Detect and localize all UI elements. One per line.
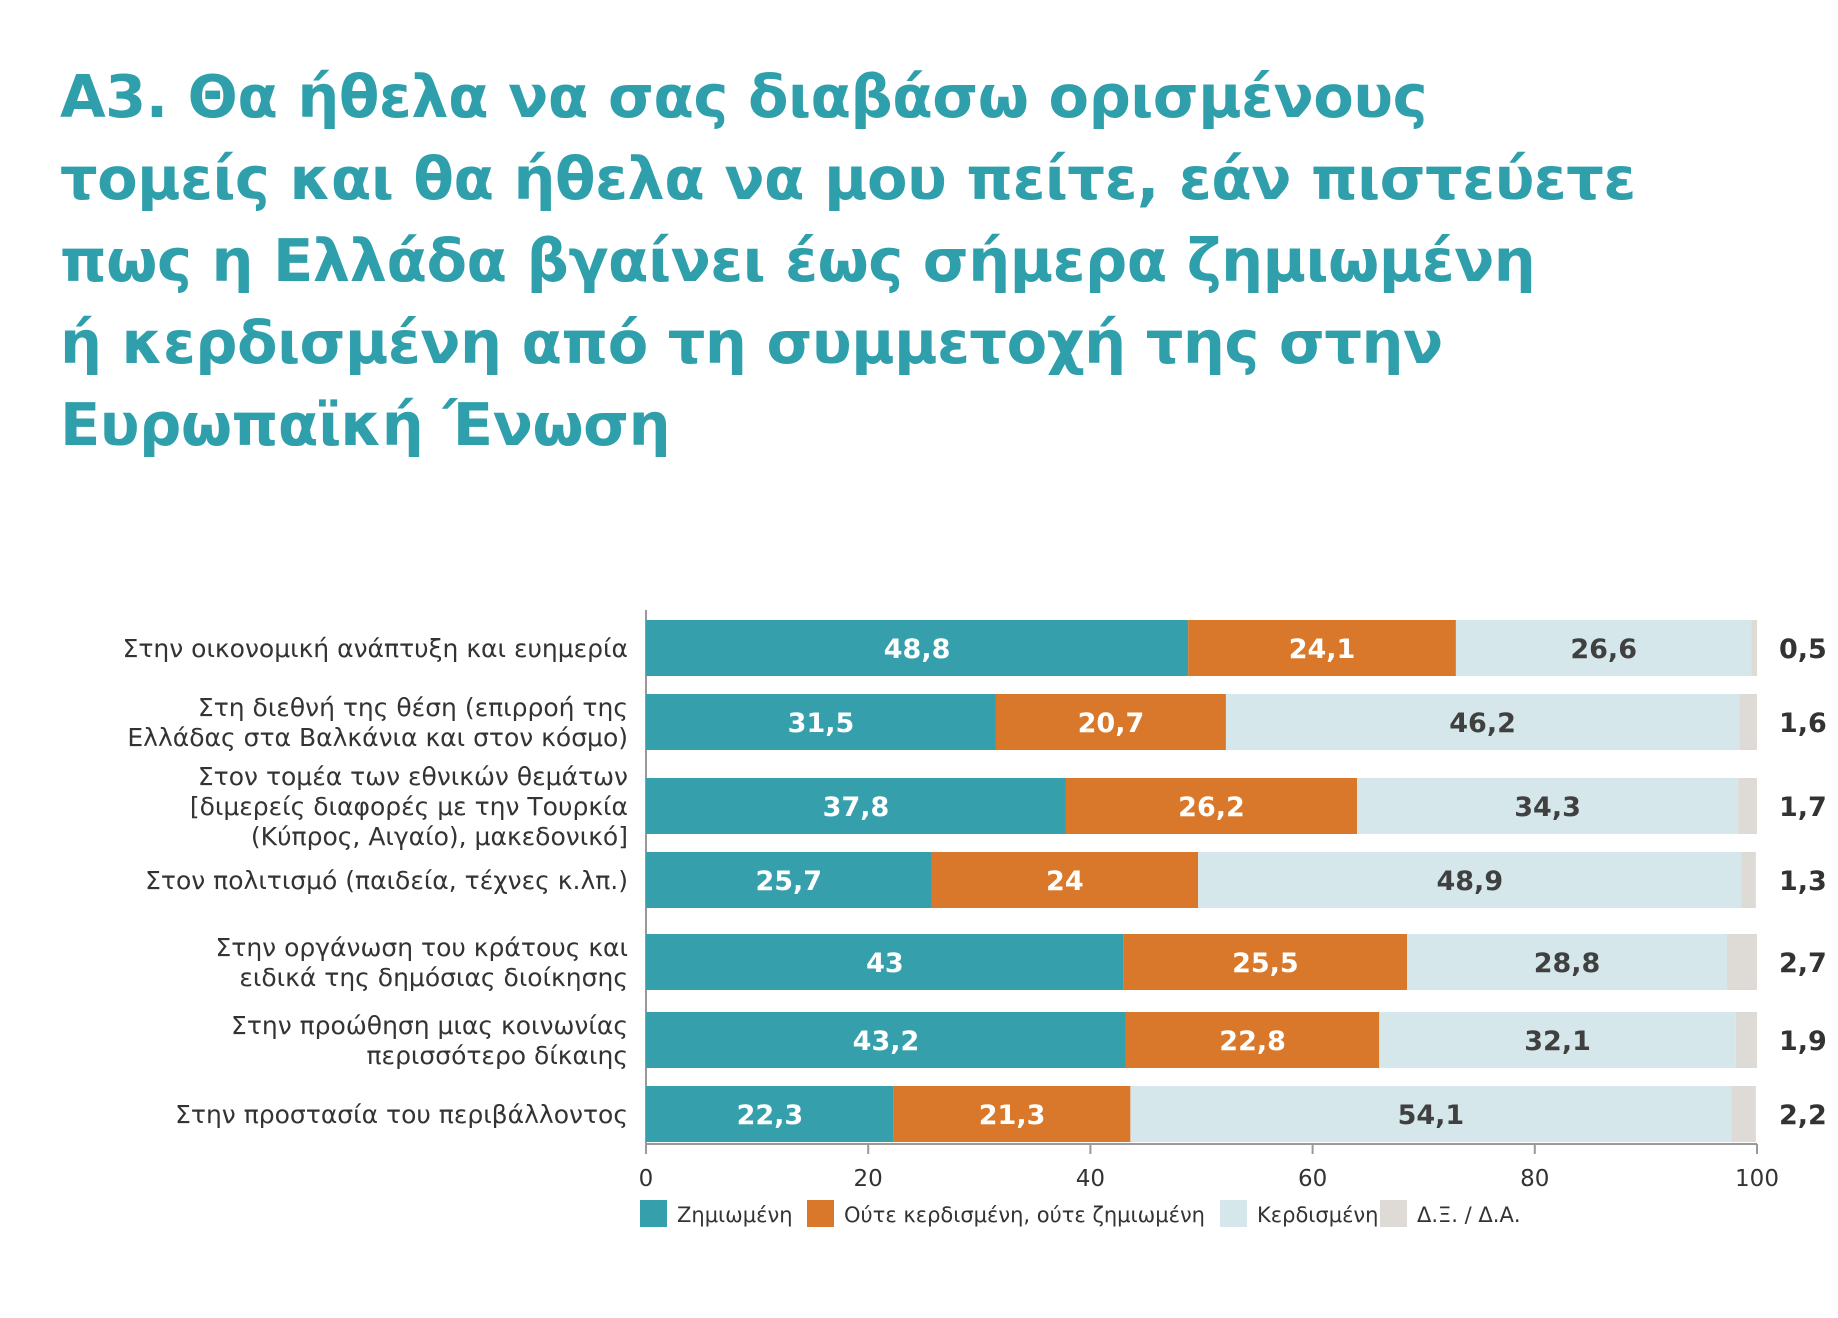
bar-segment	[1125, 1012, 1380, 1068]
category-label: Στην προστασία του περιβάλλοντος	[175, 1100, 628, 1129]
category-label: ειδικά της δημόσιας διοίκησης	[239, 963, 628, 992]
category-label: Στην προώθηση μιας κοινωνίας	[231, 1011, 628, 1040]
x-tick-label: 40	[1076, 1166, 1105, 1192]
data-label: 37,8	[823, 792, 890, 823]
bar-segment	[1455, 620, 1752, 676]
data-label: 28,8	[1534, 948, 1601, 979]
x-tick-label: 0	[639, 1166, 654, 1192]
data-label: 26,2	[1178, 792, 1245, 823]
data-label: 1,3	[1779, 866, 1827, 897]
bar-segment	[646, 1012, 1126, 1068]
data-label: 22,3	[737, 1100, 804, 1131]
data-label: 43,2	[853, 1026, 920, 1057]
bar-segment	[931, 852, 1199, 908]
bar-segment	[1188, 620, 1456, 676]
category-label: Στον πολιτισμό (παιδεία, τέχνες κ.λπ.)	[145, 866, 628, 895]
data-label: 26,6	[1570, 634, 1637, 665]
data-label: 21,3	[979, 1100, 1046, 1131]
title-line: ή κερδισμένη από τη συμμετοχή της στην	[60, 308, 1443, 377]
x-tick-label: 100	[1735, 1166, 1779, 1192]
category-label: Ελλάδας στα Βαλκάνια και στον κόσμο)	[127, 723, 628, 752]
legend-label: Δ.Ξ. / Δ.Α.	[1417, 1203, 1521, 1227]
data-label: 25,5	[1232, 948, 1299, 979]
bar-segment	[1727, 934, 1757, 990]
category-label: Στην οικονομική ανάπτυξη και ευημερία	[123, 634, 628, 663]
bar-segment	[995, 694, 1226, 750]
category-label: Στον τομέα των εθνικών θεμάτων	[198, 762, 628, 791]
data-label: 32,1	[1524, 1026, 1591, 1057]
bar-segment	[646, 778, 1066, 834]
data-label: 2,2	[1779, 1100, 1827, 1131]
data-label: 43	[866, 948, 904, 979]
bar-segment	[1123, 934, 1408, 990]
bar-segment	[1198, 852, 1742, 908]
bar-segment	[1731, 1086, 1756, 1142]
category-label: (Κύπρος, Αιγαίο), μακεδονικό]	[251, 822, 628, 851]
title-line: τομείς και θα ήθελα να μου πείτε, εάν πι…	[60, 144, 1636, 213]
x-tick-label: 20	[854, 1166, 883, 1192]
title-line: Α3. Θα ήθελα να σας διαβάσω ορισμένους	[60, 62, 1428, 131]
bar-segment	[646, 852, 932, 908]
data-label: 54,1	[1398, 1100, 1465, 1131]
bar-segment	[1407, 934, 1728, 990]
data-label: 1,6	[1779, 708, 1827, 739]
data-label: 24	[1046, 866, 1084, 897]
x-tick-label: 60	[1298, 1166, 1327, 1192]
bar-segment	[646, 694, 996, 750]
data-label: 34,3	[1514, 792, 1581, 823]
data-label: 2,7	[1779, 948, 1827, 979]
bar-segment	[893, 1086, 1131, 1142]
data-label: 0,5	[1779, 634, 1827, 665]
category-label: περισσότερο δίκαιης	[367, 1041, 629, 1070]
bar-segment	[1379, 1012, 1736, 1068]
bar-segment	[1739, 694, 1757, 750]
legend-label: Κερδισμένη	[1257, 1203, 1378, 1227]
bar-segment	[1735, 1012, 1757, 1068]
data-label: 46,2	[1449, 708, 1516, 739]
data-label: 20,7	[1078, 708, 1145, 739]
title-line: πως η Ελλάδα βγαίνει έως σήμερα ζημιωμέν…	[60, 226, 1536, 295]
data-label: 48,9	[1436, 866, 1503, 897]
category-label: Στη διεθνή της θέση (επιρροή της	[198, 693, 628, 722]
x-tick-label: 80	[1520, 1166, 1549, 1192]
bar-segment	[1130, 1086, 1732, 1142]
legend-swatch	[640, 1200, 667, 1227]
legend-label: Ζημιωμένη	[677, 1203, 793, 1227]
bar-segment	[646, 934, 1124, 990]
data-label: 1,9	[1779, 1026, 1827, 1057]
legend-swatch	[1220, 1200, 1247, 1227]
bar-segment	[1225, 694, 1740, 750]
legend-label: Ούτε κερδισμένη, ούτε ζημιωμένη	[844, 1203, 1205, 1227]
category-label: [διμερείς διαφορές με την Τουρκία	[190, 792, 628, 821]
data-label: 24,1	[1289, 634, 1356, 665]
bar-segment	[1741, 852, 1756, 908]
legend-swatch	[807, 1200, 834, 1227]
bar-segment	[1751, 620, 1757, 676]
bar-segment	[646, 1086, 894, 1142]
data-label: 48,8	[884, 634, 951, 665]
title-line: Ευρωπαϊκή Ένωση	[60, 390, 671, 459]
category-label: Στην οργάνωση του κράτους και	[215, 933, 628, 962]
data-label: 22,8	[1219, 1026, 1286, 1057]
bar-segment	[646, 620, 1189, 676]
data-label: 1,7	[1779, 792, 1827, 823]
bar-segment	[1738, 778, 1757, 834]
bar-segment	[1357, 778, 1739, 834]
chart-title: Α3. Θα ήθελα να σας διαβάσω ορισμένους τ…	[60, 56, 1780, 466]
data-label: 25,7	[755, 866, 822, 897]
legend-swatch	[1380, 1200, 1407, 1227]
bar-segment	[1065, 778, 1358, 834]
data-label: 31,5	[788, 708, 855, 739]
